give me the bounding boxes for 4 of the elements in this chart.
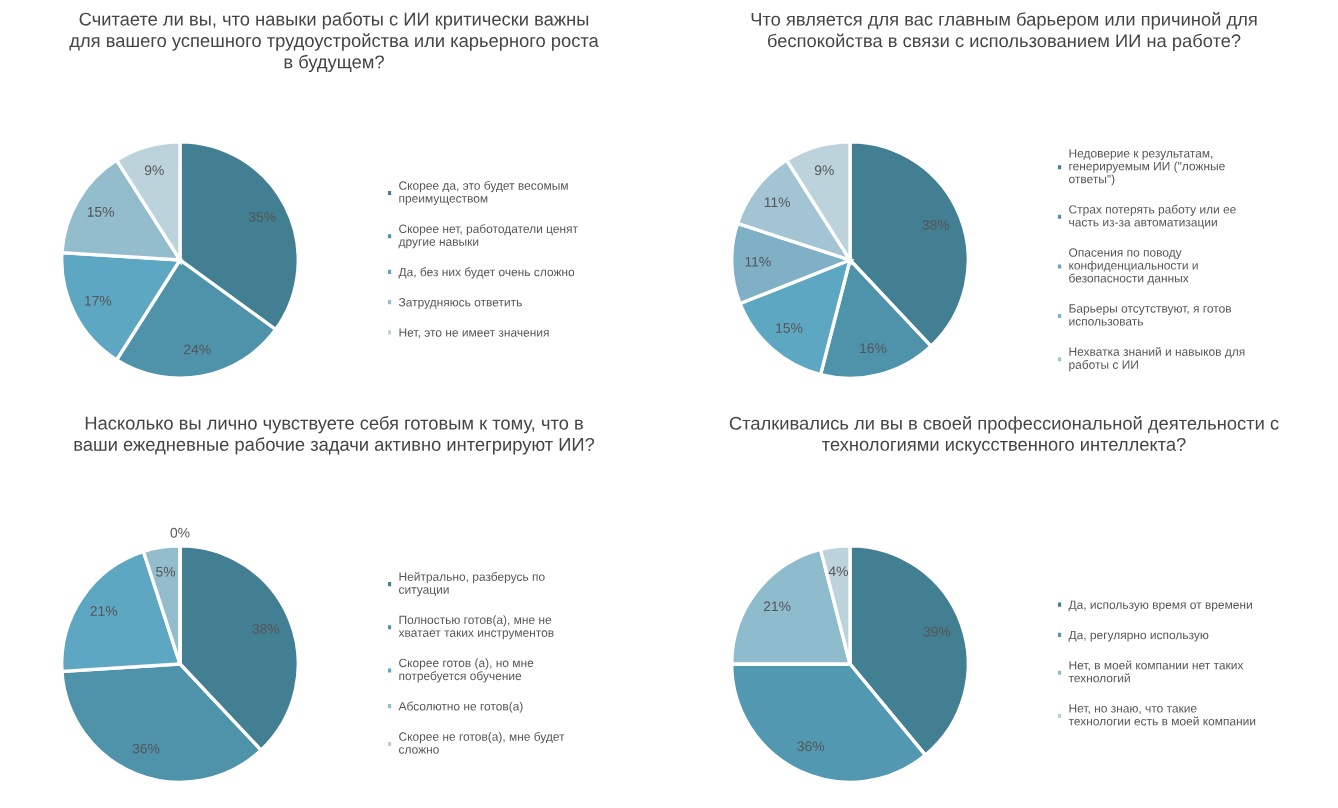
chart-title: Что является для вас главным барьером или причиной для беспокойства в связи с использованием ИИ на работе? (751, 12, 1257, 51)
chart-title: Считаете ли вы, что навыки работы с ИИ критически важны для вашего успешного трудоустройства или карьерного роста в будущем? (69, 12, 599, 73)
chart-title: Сталкивались ли вы в своей профессиональной деятельности с технологиями искусственного интеллекта? (729, 416, 1279, 455)
chart-title: Насколько вы лично чувствуете себя готовым к тому, что в ваши ежедневные рабочие задачи активно интегрируют ИИ? (74, 416, 595, 455)
